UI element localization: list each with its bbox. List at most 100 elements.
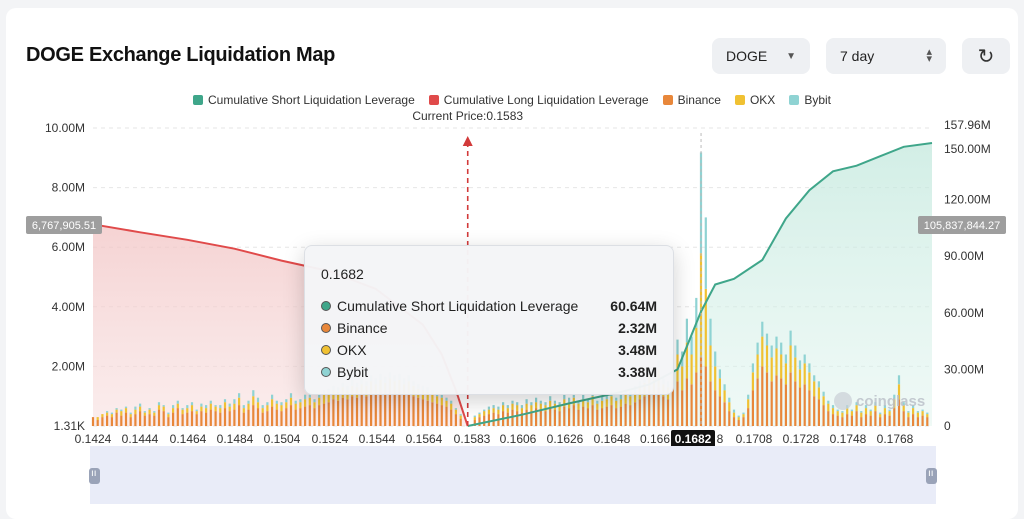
bar-okx <box>200 406 203 412</box>
tooltip-series-name: OKX <box>337 342 367 358</box>
bar-okx <box>699 253 703 357</box>
bar-bybit <box>139 403 142 407</box>
bar-bybit <box>822 391 825 397</box>
bar-binance <box>897 399 901 426</box>
bar-okx <box>176 403 179 409</box>
bar-okx <box>535 402 538 409</box>
legend-item-binance[interactable]: Binance <box>662 93 721 107</box>
range-handle-right[interactable] <box>926 468 937 484</box>
bar-binance <box>487 414 490 426</box>
x-tick-label: 0.1504 <box>264 432 301 446</box>
bar-okx <box>167 414 170 418</box>
bar-bybit <box>214 405 217 407</box>
bar-binance <box>162 411 165 426</box>
bar-binance <box>148 414 151 426</box>
symbol-select[interactable]: DOGE ▼ <box>712 38 810 74</box>
x-tick-label: 0.1583 <box>454 432 491 446</box>
bar-bybit <box>775 336 778 349</box>
bar-bybit <box>233 399 236 404</box>
bar-bybit <box>530 402 533 406</box>
short-cumulative-line <box>467 142 933 427</box>
bar-okx <box>803 363 806 385</box>
bar-okx <box>266 405 269 412</box>
bar-okx <box>784 363 787 385</box>
bar-binance <box>836 415 839 426</box>
bar-okx <box>813 381 816 397</box>
bar-binance <box>709 381 712 426</box>
bar-bybit <box>888 409 891 412</box>
bar-okx <box>228 406 231 412</box>
bar-okx <box>285 402 288 409</box>
bar-binance <box>869 415 872 426</box>
bar-okx <box>756 354 759 379</box>
bar-okx <box>761 336 764 367</box>
y-right-tick-label: 0 <box>944 419 951 433</box>
bar-bybit <box>487 406 490 410</box>
bar-bybit <box>247 400 250 404</box>
bar-okx <box>426 391 429 401</box>
bar-binance <box>761 366 764 426</box>
bar-okx <box>129 414 132 418</box>
bar-binance <box>563 406 566 426</box>
bar-binance <box>96 420 99 426</box>
bar-bybit <box>445 397 448 401</box>
range-handle-left[interactable] <box>89 468 100 484</box>
bar-okx <box>582 399 585 407</box>
bar-binance <box>200 411 203 426</box>
bar-bybit <box>761 321 764 337</box>
bar-bybit <box>751 363 754 373</box>
bar-okx <box>275 403 278 410</box>
bar-binance <box>139 411 142 426</box>
bar-bybit <box>176 400 179 404</box>
legend-item-bybit[interactable]: Bybit <box>789 93 831 107</box>
bar-bybit <box>124 406 128 409</box>
bar-binance <box>648 390 651 426</box>
bar-binance <box>247 409 250 426</box>
period-select[interactable]: 7 day ▴ ▾ <box>826 38 946 74</box>
bar-okx <box>883 408 886 415</box>
legend-swatch <box>192 95 203 105</box>
bar-okx <box>610 396 613 406</box>
bar-okx <box>205 408 208 413</box>
bar-bybit <box>728 397 731 403</box>
bar-binance <box>751 390 754 426</box>
bar-okx <box>115 409 118 413</box>
bar-binance <box>483 415 486 426</box>
right-axis-badge-bg <box>918 216 1006 234</box>
bar-bybit <box>690 336 693 355</box>
bar-bybit <box>685 318 688 343</box>
legend-item-okx[interactable]: OKX <box>734 93 775 107</box>
bar-binance <box>883 414 886 426</box>
bar-okx <box>747 399 750 409</box>
bar-okx <box>822 396 825 406</box>
bar-bybit <box>200 403 203 407</box>
bar-binance <box>888 415 891 426</box>
current-price-arrow-icon <box>462 136 473 146</box>
bar-binance <box>176 408 179 426</box>
refresh-button[interactable]: ↻ <box>962 38 1010 74</box>
bar-binance <box>775 375 778 426</box>
x-tick-label: 0.1564 <box>406 432 443 446</box>
tooltip-series-value: 3.38M <box>618 364 657 380</box>
bar-bybit <box>709 318 712 346</box>
bar-binance <box>789 372 792 426</box>
bar-binance <box>681 390 684 426</box>
bar-bybit <box>502 402 505 406</box>
bar-okx <box>718 378 721 397</box>
bar-binance <box>624 403 627 426</box>
bar-binance <box>544 411 547 426</box>
legend-item-short-cumulative[interactable]: Cumulative Short Liquidation Leverage <box>192 93 415 107</box>
bar-okx <box>775 348 778 376</box>
range-slider[interactable] <box>89 446 937 504</box>
bar-bybit <box>553 400 556 404</box>
bar-bybit <box>817 381 820 388</box>
bar-okx <box>445 400 448 407</box>
bar-okx <box>209 403 212 410</box>
bar-binance <box>214 411 217 426</box>
legend-item-long-cumulative[interactable]: Cumulative Long Liquidation Leverage <box>428 93 649 107</box>
bar-binance <box>921 415 924 426</box>
bar-okx <box>294 403 297 410</box>
bar-binance <box>332 399 335 426</box>
x-tick-label: 0.1606 <box>500 432 537 446</box>
bar-binance <box>412 396 415 426</box>
